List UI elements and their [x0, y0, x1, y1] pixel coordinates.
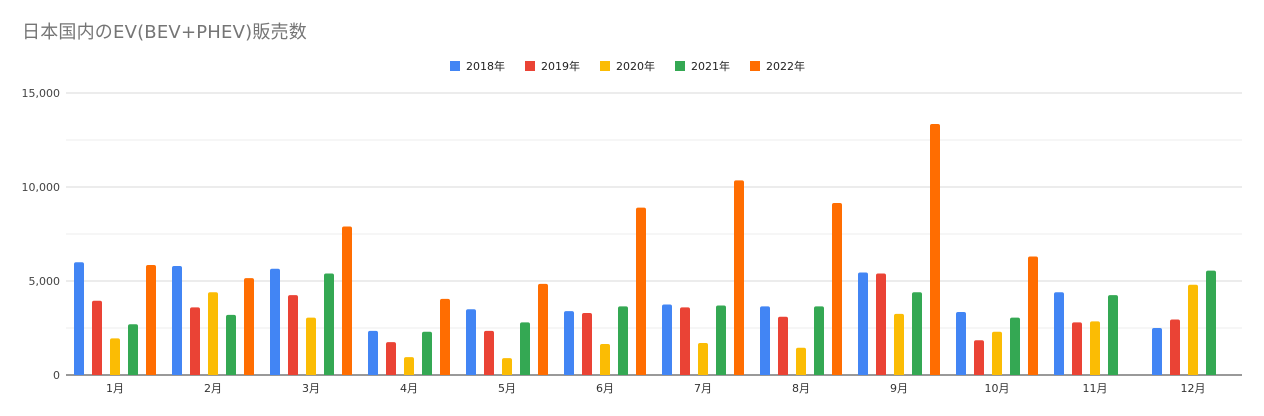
legend-swatch-2021 [675, 61, 685, 71]
bar-2021-7 [716, 305, 726, 375]
y-tick-label: 15,000 [22, 87, 61, 100]
bar-2021-4 [422, 331, 432, 375]
chart-legend: 2018年 2019年 2020年 2021年 2022年 [450, 58, 805, 74]
bar-2021-8 [814, 306, 824, 375]
bar-2022-8 [832, 202, 842, 375]
x-tick-label: 10月 [985, 382, 1010, 395]
bar-2019-4 [386, 342, 396, 375]
legend-item-2021: 2021年 [675, 58, 730, 74]
bar-2020-12 [1188, 284, 1198, 375]
bar-2021-2 [226, 314, 236, 375]
bar-2022-7 [734, 180, 744, 375]
x-tick-label: 1月 [106, 382, 124, 395]
legend-swatch-2020 [600, 61, 610, 71]
bar-2019-6 [582, 312, 592, 375]
bar-2020-10 [992, 331, 1002, 375]
bar-2020-3 [306, 317, 316, 375]
y-tick-label: 0 [53, 369, 60, 382]
legend-label-2022: 2022年 [766, 60, 805, 73]
bar-2022-9 [930, 124, 940, 376]
bar-2018-3 [270, 268, 280, 375]
bar-2020-1 [110, 338, 120, 375]
chart-title: 日本国内のEV(BEV+PHEV)販売数 [22, 22, 307, 43]
x-tick-label: 9月 [890, 382, 908, 395]
bar-2019-1 [92, 300, 102, 375]
bar-2018-5 [466, 309, 476, 375]
x-tick-label: 6月 [596, 382, 614, 395]
legend-label-2018: 2018年 [466, 60, 505, 73]
legend-swatch-2018 [450, 61, 460, 71]
bar-2019-10 [974, 340, 984, 375]
bar-2021-10 [1010, 317, 1020, 375]
x-tick-label: 11月 [1083, 382, 1108, 395]
bar-2020-8 [796, 347, 806, 375]
legend-item-2020: 2020年 [600, 58, 655, 74]
legend-swatch-2022 [750, 61, 760, 71]
bar-2018-9 [858, 272, 868, 375]
bar-2018-2 [172, 265, 182, 375]
bar-2019-3 [288, 295, 298, 375]
legend-label-2020: 2020年 [616, 60, 655, 73]
bar-2020-7 [698, 343, 708, 375]
legend-item-2022: 2022年 [750, 58, 805, 74]
bar-2022-10 [1028, 256, 1038, 375]
bar-2019-5 [484, 330, 494, 375]
bar-2021-11 [1108, 295, 1118, 375]
bar-2022-5 [538, 283, 548, 375]
bar-2018-7 [662, 304, 672, 375]
x-tick-label: 5月 [498, 382, 516, 395]
bar-2019-9 [876, 273, 886, 375]
legend-item-2018: 2018年 [450, 58, 505, 74]
bar-2021-1 [128, 324, 138, 375]
bar-2021-6 [618, 306, 628, 375]
bar-2021-5 [520, 322, 530, 375]
bar-2019-11 [1072, 322, 1082, 375]
bar-2021-12 [1206, 270, 1216, 375]
legend-item-2019: 2019年 [525, 58, 580, 74]
bar-2018-6 [564, 311, 574, 375]
bar-2018-1 [74, 262, 84, 375]
bar-2020-4 [404, 357, 414, 375]
bar-2019-2 [190, 307, 200, 375]
x-tick-label: 3月 [302, 382, 320, 395]
bar-2019-7 [680, 307, 690, 375]
bar-2020-11 [1090, 321, 1100, 375]
legend-label-2021: 2021年 [691, 60, 730, 73]
bar-2019-8 [778, 316, 788, 375]
bar-2022-1 [146, 265, 156, 375]
legend-swatch-2019 [525, 61, 535, 71]
y-tick-label: 10,000 [22, 181, 61, 194]
legend-label-2019: 2019年 [541, 60, 580, 73]
bar-2020-9 [894, 313, 904, 375]
x-tick-label: 12月 [1181, 382, 1206, 395]
bar-2022-3 [342, 226, 352, 375]
x-tick-label: 8月 [792, 382, 810, 395]
x-tick-label: 4月 [400, 382, 418, 395]
bar-2018-4 [368, 330, 378, 375]
bar-2020-6 [600, 343, 610, 375]
x-tick-label: 7月 [694, 382, 712, 395]
bar-2020-5 [502, 358, 512, 375]
bar-2018-8 [760, 306, 770, 375]
y-tick-label: 5,000 [29, 275, 61, 288]
bar-2020-2 [208, 292, 218, 375]
bar-2021-3 [324, 273, 334, 375]
bar-2022-4 [440, 298, 450, 375]
bar-2018-11 [1054, 292, 1064, 375]
bar-2021-9 [912, 292, 922, 375]
bar-2022-6 [636, 207, 646, 375]
bar-2018-12 [1152, 328, 1162, 375]
bar-2022-2 [244, 278, 254, 375]
bar-2018-10 [956, 312, 966, 375]
bar-2019-12 [1170, 319, 1180, 375]
x-tick-label: 2月 [204, 382, 222, 395]
